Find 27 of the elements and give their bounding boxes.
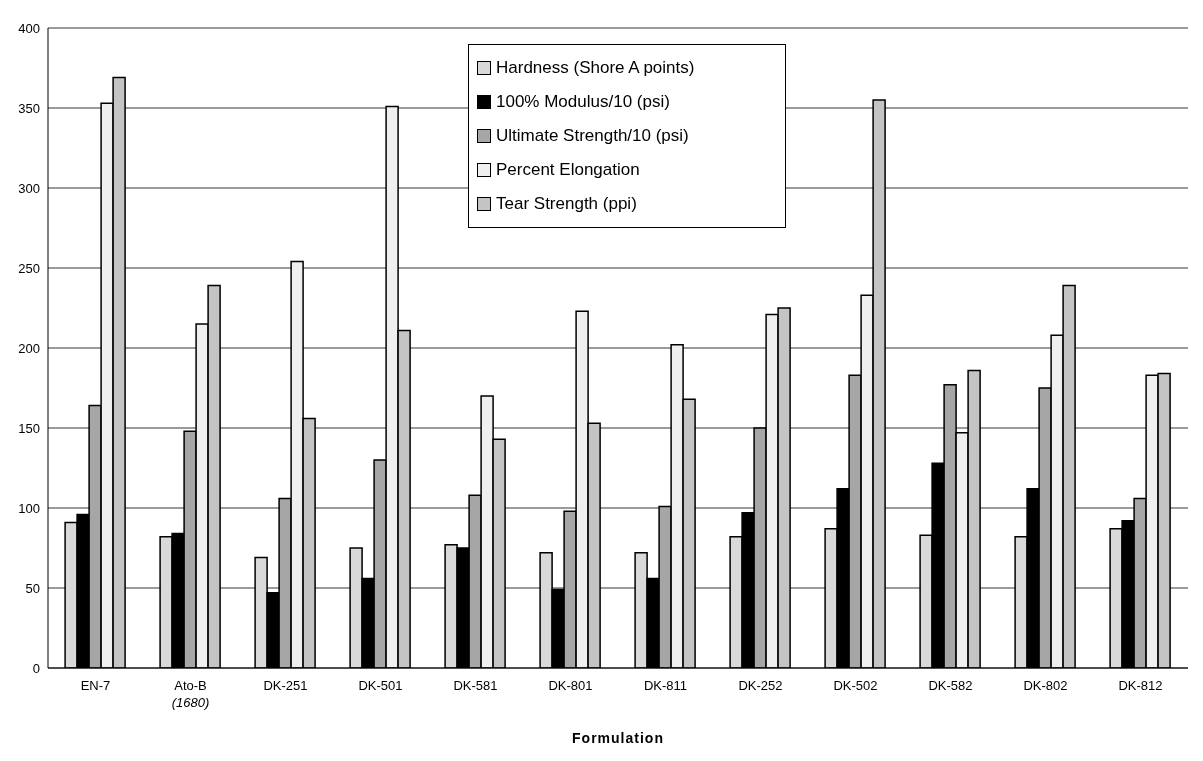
x-tick-label: Ato-B (1680) <box>171 678 210 710</box>
y-tick-label: 150 <box>18 420 40 436</box>
y-tick-label: 100 <box>18 500 40 516</box>
y-tick-label: 400 <box>18 20 40 36</box>
x-tick-label: DK-251 <box>263 678 308 693</box>
x-tick-label: DK-501 <box>358 678 403 693</box>
x-tick-label: DK-802 <box>1023 678 1068 693</box>
x-tick-label: DK-801 <box>548 678 593 693</box>
legend-label: Tear Strength (ppi) <box>496 194 637 214</box>
x-axis-title: Formulation <box>572 730 664 746</box>
y-tick-label: 350 <box>18 100 40 116</box>
x-tick-label: DK-811 <box>643 678 688 693</box>
y-tick-label: 50 <box>25 580 40 596</box>
legend-label: 100% Modulus/10 (psi) <box>496 92 670 112</box>
y-tick-label: 200 <box>18 340 40 356</box>
legend-label: Percent Elongation <box>496 160 640 180</box>
x-tick-label: DK-812 <box>1118 678 1163 693</box>
y-tick-label: 300 <box>18 180 40 196</box>
x-tick-label: DK-252 <box>738 678 783 693</box>
x-tick-label: EN-7 <box>80 678 111 693</box>
legend-label: Ultimate Strength/10 (psi) <box>496 126 689 146</box>
y-tick-label: 0 <box>32 660 40 676</box>
y-tick-label: 250 <box>18 260 40 276</box>
legend-label: Hardness (Shore A points) <box>496 58 695 78</box>
x-tick-label: DK-582 <box>928 678 973 693</box>
x-tick-label: DK-581 <box>453 678 498 693</box>
x-tick-label: DK-502 <box>833 678 878 693</box>
